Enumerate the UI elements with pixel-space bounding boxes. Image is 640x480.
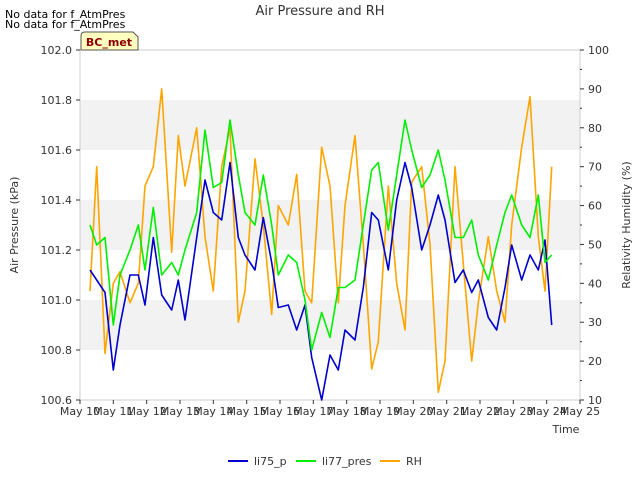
- x-tick-label: May 14: [193, 405, 233, 418]
- no-data-notice: No data for f_AtmPres: [5, 8, 126, 21]
- x-tick-label: May 23: [493, 405, 533, 418]
- left-y-tick-label: 101.2: [41, 244, 73, 257]
- badge-box: [80, 31, 139, 51]
- left-y-tick-label: 100.6: [41, 394, 73, 407]
- left-y-tick-label: 102.0: [41, 44, 73, 57]
- left-y-tick-label: 101.8: [41, 94, 73, 107]
- right-y-axis-label: Relativity Humidity (%): [620, 161, 633, 288]
- x-axis-label: Time: [552, 423, 580, 436]
- x-tick-label: May 16: [260, 405, 300, 418]
- right-y-axis: 10 20 30 40 50 60 70 80 90 100: [580, 44, 609, 407]
- x-tick-label: May 21: [427, 405, 467, 418]
- right-y-tick-label: 80: [588, 122, 602, 135]
- right-y-tick-label: 100: [588, 44, 609, 57]
- x-tick-label: May 24: [527, 405, 567, 418]
- grid-band: [80, 300, 580, 350]
- right-y-tick-label: 70: [588, 161, 602, 174]
- legend-label: li77_pres: [322, 455, 372, 468]
- badge-label: BC_met: [86, 36, 132, 49]
- x-tick-label: May 25: [560, 405, 600, 418]
- x-tick-label: May 19: [360, 405, 400, 418]
- series-line-li77-pres: [89, 119, 553, 351]
- no-data-notice: No data for f_AtmPres: [5, 18, 126, 31]
- x-tick-label: May 13: [160, 405, 200, 418]
- left-y-tick-label: 101.0: [41, 294, 73, 307]
- series-line-li75-p: [89, 161, 553, 401]
- x-tick-label: May 18: [327, 405, 367, 418]
- grid-band: [80, 200, 580, 250]
- legend: li75_p li77_pres RH: [228, 455, 422, 468]
- left-y-tick-label: 101.4: [41, 194, 73, 207]
- x-tick-label: May 22: [460, 405, 500, 418]
- right-y-tick-label: 30: [588, 316, 602, 329]
- right-y-tick-label: 40: [588, 277, 602, 290]
- right-y-tick-label: 10: [588, 394, 602, 407]
- right-y-tick-label: 60: [588, 200, 602, 213]
- left-y-tick-label: 100.8: [41, 344, 73, 357]
- x-tick-label: May 11: [93, 405, 133, 418]
- legend-label: li75_p: [254, 455, 287, 468]
- x-tick-label: May 15: [227, 405, 267, 418]
- left-y-axis-label: Air Pressure (kPa): [8, 177, 21, 274]
- station-badge: BC_met: [80, 31, 139, 51]
- series-line-rh: [89, 88, 553, 394]
- grid-band: [80, 100, 580, 150]
- left-y-axis: 100.6 100.8 101.0 101.2 101.4 101.6 101.8 102.0: [41, 44, 80, 407]
- x-tick-label: May 20: [393, 405, 433, 418]
- right-y-tick-label: 90: [588, 83, 602, 96]
- x-tick-label: May 12: [127, 405, 167, 418]
- series-layer: [89, 88, 553, 401]
- right-y-tick-label: 50: [588, 238, 602, 251]
- legend-label: RH: [406, 455, 422, 468]
- x-tick-label: May 10: [60, 405, 100, 418]
- chart-title: Air Pressure and RH: [255, 4, 384, 19]
- left-y-tick-label: 101.6: [41, 144, 73, 157]
- right-y-tick-label: 20: [588, 355, 602, 368]
- x-tick-label: May 17: [293, 405, 333, 418]
